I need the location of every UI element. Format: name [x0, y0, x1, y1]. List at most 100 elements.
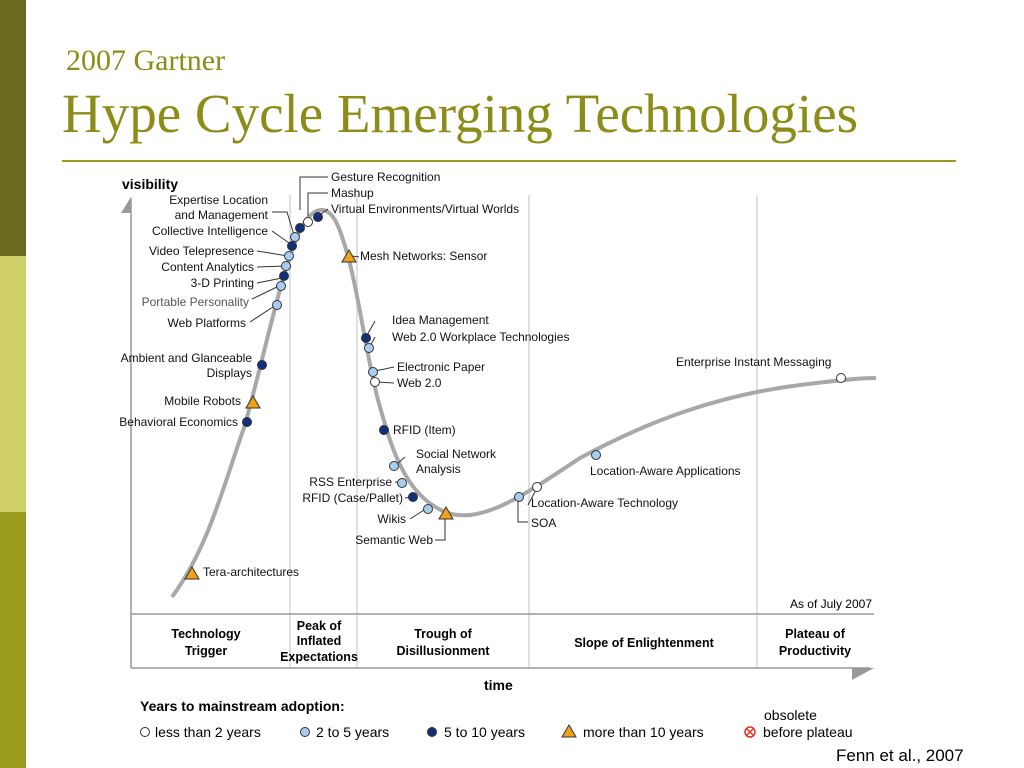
marker-content-analytics: [281, 261, 291, 271]
as-of-label: As of July 2007: [790, 597, 872, 611]
marker-portable-personality: [276, 281, 286, 291]
label-location-aware-technology: Location-Aware Technology: [531, 496, 678, 510]
label-3d-printing: 3-D Printing: [191, 276, 254, 290]
title-divider: [62, 160, 956, 162]
marker-tera-architectures: [184, 566, 200, 580]
label-rfid-case: RFID (Case/Pallet): [302, 491, 403, 505]
legend-label-obsolete-line2: before plateau: [763, 724, 853, 740]
decorative-bar-top: [0, 0, 26, 256]
phase-trigger-line2: Trigger: [185, 644, 228, 658]
marker-electronic-paper: [368, 367, 378, 377]
marker-collective-intelligence: [287, 241, 297, 251]
marker-web20: [370, 377, 380, 387]
label-expertise-location-line2: and Management: [175, 208, 269, 222]
phase-plateau-line1: Plateau of: [785, 627, 846, 641]
technology-markers: [184, 212, 846, 580]
axes: [121, 197, 874, 680]
hype-curve: [170, 207, 877, 599]
marker-rss-enterprise: [397, 478, 407, 488]
citation: Fenn et al., 2007: [836, 746, 964, 765]
label-location-aware-applications: Location-Aware Applications: [590, 464, 741, 478]
phase-separators: [289, 195, 758, 668]
marker-soa: [514, 492, 524, 502]
label-web20: Web 2.0: [397, 376, 442, 390]
label-content-analytics: Content Analytics: [161, 260, 254, 274]
legend-red-x-circle-icon: [744, 726, 756, 738]
marker-virtual-environments: [313, 212, 323, 222]
label-semantic-web: Semantic Web: [355, 533, 433, 547]
phase-trigger-line1: Technology: [171, 627, 240, 641]
label-portable-personality: Portable Personality: [142, 295, 249, 309]
slide-subtitle: 2007 Gartner: [66, 44, 226, 77]
label-wikis: Wikis: [377, 512, 406, 526]
label-collective-intelligence: Collective Intelligence: [152, 224, 268, 238]
marker-video-telepresence: [284, 251, 294, 261]
legend-label-less-than-2: less than 2 years: [155, 724, 261, 740]
marker-wikis: [423, 504, 433, 514]
label-idea-management: Idea Management: [392, 313, 489, 327]
marker-web20-workplace: [364, 343, 374, 353]
y-axis-label: visibility: [122, 176, 178, 192]
label-mesh-networks: Mesh Networks: Sensor: [360, 249, 487, 263]
decorative-bar-middle: [0, 256, 26, 512]
phase-plateau-line2: Productivity: [779, 644, 851, 658]
label-gesture-recognition: Gesture Recognition: [331, 170, 440, 184]
phase-slope-line1: Slope of Enlightenment: [574, 636, 714, 650]
leader-lines: [249, 176, 538, 541]
legend-title: Years to mainstream adoption:: [140, 698, 345, 714]
label-ambient-displays-line1: Ambient and Glanceable: [121, 351, 253, 365]
marker-mesh-networks: [341, 249, 357, 263]
label-tera-architectures: Tera-architectures: [203, 565, 299, 579]
label-ambient-displays-line2: Displays: [207, 366, 252, 380]
label-web20-workplace: Web 2.0 Workplace Technologies: [392, 330, 569, 344]
legend-light-blue-circle-icon: [300, 727, 310, 737]
label-expertise-location-line1: Expertise Location: [169, 193, 268, 207]
slide-title: Hype Cycle Emerging Technologies: [62, 83, 859, 144]
decorative-bar-bottom: [0, 512, 26, 768]
legend-label-2-to-5: 2 to 5 years: [316, 724, 389, 740]
label-mobile-robots: Mobile Robots: [164, 394, 241, 408]
label-mashup: Mashup: [331, 186, 374, 200]
legend-label-more-than-10: more than 10 years: [583, 724, 704, 740]
label-web-platforms: Web Platforms: [168, 316, 246, 330]
marker-gesture-recognition: [295, 223, 305, 233]
label-video-telepresence: Video Telepresence: [149, 244, 254, 258]
label-enterprise-im: Enterprise Instant Messaging: [676, 355, 831, 369]
legend-dark-blue-circle-icon: [427, 727, 437, 737]
marker-mobile-robots: [245, 395, 261, 409]
label-social-network-line1: Social Network: [416, 447, 497, 461]
marker-semantic-web: [438, 506, 454, 520]
phase-peak-line3: Expectations: [280, 650, 358, 664]
marker-location-aware-applications: [591, 450, 601, 460]
marker-location-aware-technology: [532, 482, 542, 492]
label-electronic-paper: Electronic Paper: [397, 360, 485, 374]
legend: Years to mainstream adoption: less than …: [140, 698, 853, 740]
label-behavioral-economics: Behavioral Economics: [119, 415, 238, 429]
label-soa: SOA: [531, 516, 556, 530]
legend-orange-triangle-icon: [561, 724, 577, 738]
label-rfid-item: RFID (Item): [393, 423, 456, 437]
x-axis-label: time: [484, 677, 513, 693]
label-social-network-line2: Analysis: [416, 462, 461, 476]
label-rss-enterprise: RSS Enterprise: [309, 475, 392, 489]
phase-peak-line1: Peak of: [297, 619, 342, 633]
legend-open-circle-icon: [140, 727, 150, 737]
phase-labels: Technology Trigger Peak of Inflated Expe…: [171, 619, 851, 664]
label-virtual-environments: Virtual Environments/Virtual Worlds: [331, 202, 519, 216]
marker-ambient-displays: [257, 360, 267, 370]
legend-label-5-to-10: 5 to 10 years: [444, 724, 525, 740]
marker-rfid-item: [379, 425, 389, 435]
marker-enterprise-im: [836, 373, 846, 383]
phase-trough-line1: Trough of: [414, 627, 472, 641]
marker-idea-management: [361, 333, 371, 343]
marker-mashup: [303, 217, 313, 227]
marker-behavioral-economics: [242, 417, 252, 427]
marker-web-platforms: [272, 300, 282, 310]
marker-expertise-location: [290, 232, 300, 242]
legend-label-obsolete-line1: obsolete: [764, 707, 817, 723]
marker-rfid-case: [408, 492, 418, 502]
phase-peak-line2: Inflated: [297, 634, 341, 648]
marker-social-network-analysis: [389, 461, 399, 471]
phase-trough-line2: Disillusionment: [396, 644, 490, 658]
